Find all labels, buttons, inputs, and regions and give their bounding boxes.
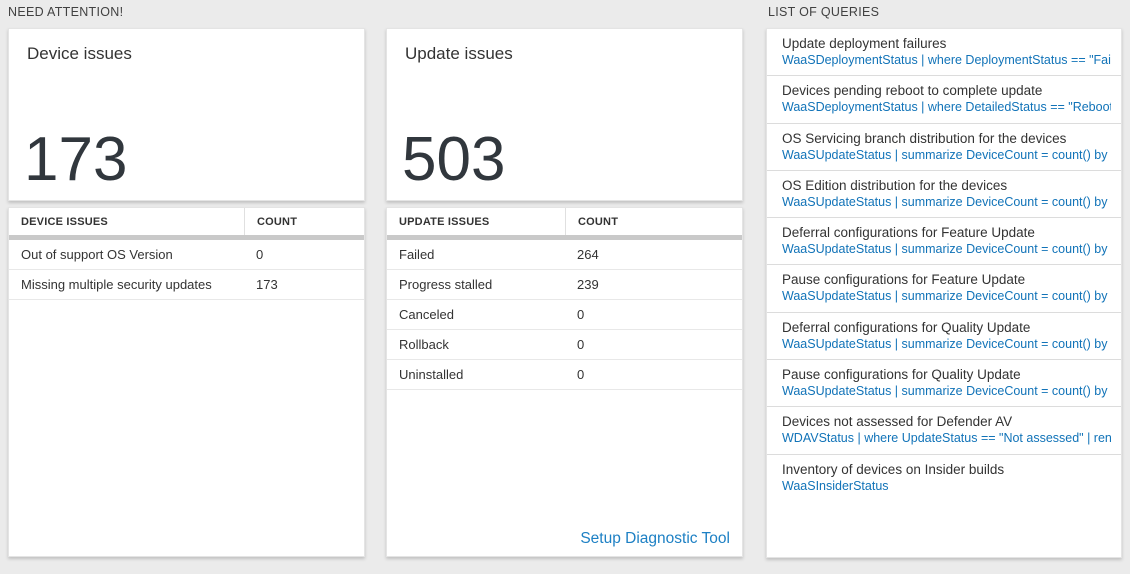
issue-count: 173 bbox=[256, 277, 278, 292]
queries-panel: Update deployment failures WaaSDeploymen… bbox=[766, 28, 1122, 558]
issue-count: 0 bbox=[577, 367, 585, 382]
query-title: Update deployment failures bbox=[782, 36, 947, 51]
update-issues-table-header: UPDATE ISSUES COUNT bbox=[387, 208, 742, 235]
query-text: WaaSUpdateStatus | summarize DeviceCount… bbox=[782, 147, 1111, 162]
query-item[interactable]: Pause configurations for Feature Update … bbox=[767, 265, 1121, 313]
device-issues-count: 173 bbox=[24, 125, 128, 195]
query-text: WaaSDeploymentStatus | where DeploymentS… bbox=[782, 53, 1111, 67]
issue-name: Out of support OS Version bbox=[21, 247, 173, 262]
issue-name: Missing multiple security updates bbox=[21, 277, 212, 292]
issue-count: 0 bbox=[577, 307, 585, 322]
setup-diagnostic-tool-link[interactable]: Setup Diagnostic Tool bbox=[580, 530, 730, 547]
query-title: Devices pending reboot to complete updat… bbox=[782, 83, 1043, 99]
horizontal-scrollbar[interactable] bbox=[387, 235, 742, 240]
issue-name: Rollback bbox=[399, 337, 449, 352]
issue-count: 0 bbox=[577, 337, 585, 352]
device-issues-table-header: DEVICE ISSUES COUNT bbox=[9, 208, 364, 235]
need-attention-heading: NEED ATTENTION! bbox=[8, 5, 124, 19]
query-text: WaaSUpdateStatus | summarize DeviceCount… bbox=[782, 384, 1111, 399]
query-text: WaaSUpdateStatus | summarize DeviceCount… bbox=[782, 336, 1111, 351]
update-issues-table: UPDATE ISSUES COUNT Failed 264 Progress … bbox=[386, 207, 743, 557]
query-item[interactable]: Devices pending reboot to complete updat… bbox=[767, 76, 1121, 124]
count-header-cell: COUNT bbox=[565, 208, 742, 235]
query-text: WaaSUpdateStatus | summarize DeviceCount… bbox=[782, 289, 1111, 304]
count-header-cell: COUNT bbox=[244, 208, 364, 235]
query-text: WaaSUpdateStatus | summarize DeviceCount… bbox=[782, 242, 1111, 257]
device-issues-tile[interactable]: Device issues 173 bbox=[8, 28, 365, 201]
query-title: Pause configurations for Feature Update bbox=[782, 272, 1026, 288]
query-text: WaaSUpdateStatus | summarize DeviceCount… bbox=[782, 194, 1111, 209]
update-issues-header-cell: UPDATE ISSUES bbox=[399, 215, 490, 228]
device-issues-table: DEVICE ISSUES COUNT Out of support OS Ve… bbox=[8, 207, 365, 557]
query-title: Inventory of devices on Insider builds bbox=[782, 461, 1005, 477]
query-item[interactable]: OS Edition distribution for the devices … bbox=[767, 171, 1121, 219]
table-row[interactable]: Out of support OS Version 0 bbox=[9, 240, 364, 270]
query-item[interactable]: Inventory of devices on Insider builds W… bbox=[767, 455, 1121, 502]
update-issues-tile[interactable]: Update issues 503 bbox=[386, 28, 743, 201]
issue-count: 0 bbox=[256, 247, 264, 262]
query-item[interactable]: Deferral configurations for Quality Upda… bbox=[767, 313, 1121, 361]
query-item[interactable]: Devices not assessed for Defender AV WDA… bbox=[767, 407, 1121, 455]
query-text: WaaSDeploymentStatus | where DetailedSta… bbox=[782, 100, 1111, 115]
query-title: Deferral configurations for Quality Upda… bbox=[782, 319, 1031, 335]
issue-name: Canceled bbox=[399, 307, 454, 322]
query-title: Deferral configurations for Feature Upda… bbox=[782, 225, 1035, 241]
issue-name: Uninstalled bbox=[399, 367, 464, 382]
device-issues-tile-title: Device issues bbox=[27, 44, 132, 63]
query-title: OS Servicing branch distribution for the… bbox=[782, 130, 1067, 146]
table-row[interactable]: Missing multiple security updates 173 bbox=[9, 270, 364, 300]
table-row[interactable]: Canceled 0 bbox=[387, 300, 742, 330]
table-row[interactable]: Uninstalled 0 bbox=[387, 360, 742, 390]
update-issues-count: 503 bbox=[402, 125, 506, 195]
update-issues-tile-title: Update issues bbox=[405, 44, 513, 63]
query-title: Devices not assessed for Defender AV bbox=[782, 414, 1013, 430]
issue-count: 239 bbox=[577, 277, 599, 292]
issue-name: Failed bbox=[399, 247, 435, 262]
issue-count: 264 bbox=[577, 247, 599, 262]
query-item[interactable]: Deferral configurations for Feature Upda… bbox=[767, 218, 1121, 266]
list-of-queries-heading: LIST OF QUERIES bbox=[768, 5, 880, 19]
table-row[interactable]: Rollback 0 bbox=[387, 330, 742, 360]
query-title: OS Edition distribution for the devices bbox=[782, 177, 1008, 193]
table-row[interactable]: Progress stalled 239 bbox=[387, 270, 742, 300]
query-item[interactable]: Update deployment failures WaaSDeploymen… bbox=[767, 29, 1121, 77]
issue-name: Progress stalled bbox=[399, 277, 493, 292]
query-item[interactable]: Pause configurations for Quality Update … bbox=[767, 360, 1121, 408]
query-title: Pause configurations for Quality Update bbox=[782, 367, 1021, 383]
horizontal-scrollbar[interactable] bbox=[9, 235, 364, 240]
device-issues-header-cell: DEVICE ISSUES bbox=[21, 215, 108, 228]
query-text: WDAVStatus | where UpdateStatus == "Not … bbox=[782, 431, 1111, 446]
query-text: WaaSInsiderStatus bbox=[782, 478, 889, 493]
query-item[interactable]: OS Servicing branch distribution for the… bbox=[767, 124, 1121, 171]
table-row[interactable]: Failed 264 bbox=[387, 240, 742, 270]
